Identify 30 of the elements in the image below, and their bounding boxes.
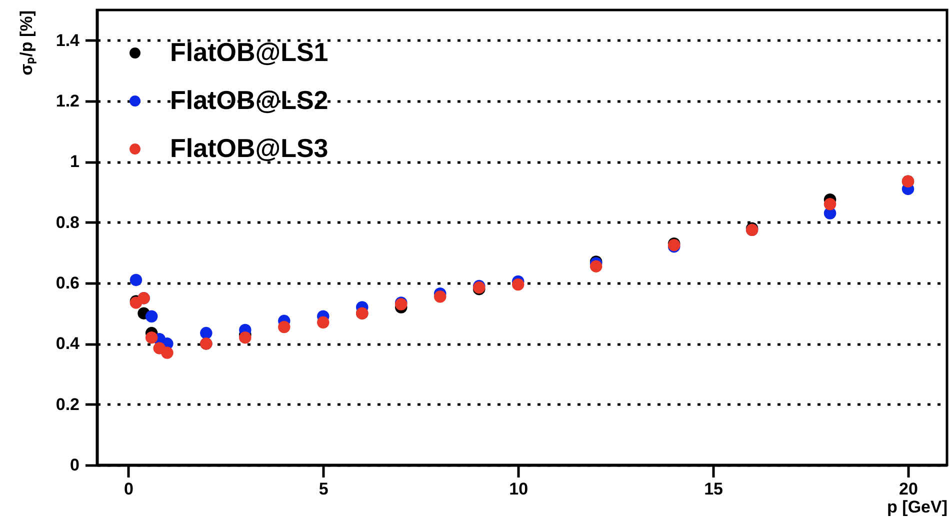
x-tick-label: 0 — [124, 480, 134, 498]
y-tick-label: 1.2 — [56, 92, 80, 110]
point — [590, 260, 602, 272]
x-tick-label: 10 — [509, 480, 528, 498]
y-tick-label: 0 — [70, 456, 80, 474]
point — [145, 310, 158, 322]
point — [239, 331, 252, 344]
x-axis-title: p [GeV] — [887, 498, 948, 516]
point — [200, 326, 212, 340]
point — [130, 274, 142, 286]
point — [278, 320, 290, 334]
y-tick-label: 1 — [70, 152, 80, 172]
point — [317, 316, 330, 329]
y-tick-label: 0.4 — [56, 334, 80, 354]
y-tick-label: 0.6 — [56, 274, 80, 292]
y-tick-label: 1.4 — [56, 30, 80, 50]
x-tick-label: 20 — [899, 480, 918, 498]
y-axis-title: σₚ/p [%] — [16, 10, 37, 76]
y-tick-label: 0.2 — [56, 394, 80, 414]
point — [145, 331, 158, 344]
y-tick-label: 0.8 — [56, 212, 80, 232]
point — [512, 278, 524, 291]
point — [161, 346, 174, 359]
x-tick-label: 15 — [704, 480, 724, 498]
legend-label: FlatOB@LS3 — [170, 133, 328, 163]
legend-label: FlatOB@LS2 — [170, 85, 328, 115]
legend-label: FlatOB@LS1 — [170, 37, 328, 67]
point — [824, 198, 836, 210]
x-tick-label: 5 — [318, 480, 328, 498]
point — [434, 290, 446, 303]
